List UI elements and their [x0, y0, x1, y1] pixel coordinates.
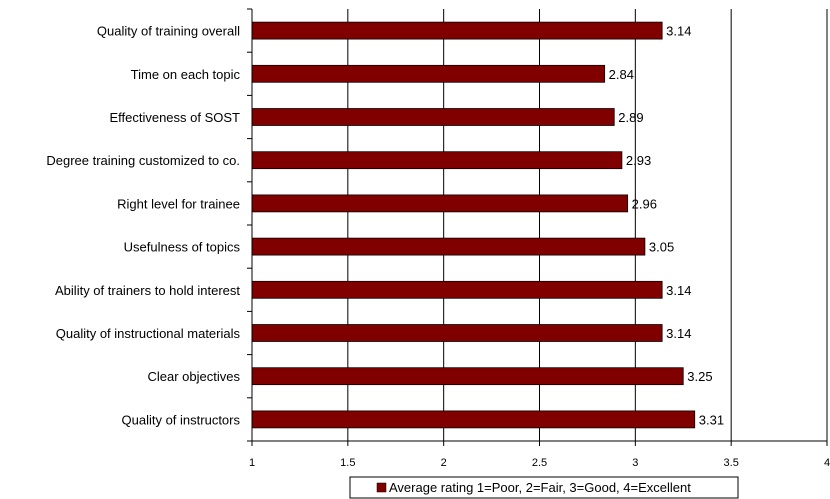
bar — [251, 194, 629, 213]
data-label: 3.14 — [666, 283, 691, 298]
category-label: Quality of instructional materials — [56, 326, 241, 341]
labels: 1 1.5 2 2.5 3 3.5 4 Quality of training overall… — [46, 24, 830, 469]
bar — [251, 64, 606, 83]
legend-swatch — [376, 482, 387, 493]
category-label: Clear objectives — [148, 369, 241, 384]
bars — [251, 21, 696, 429]
x-tick-label: 4 — [824, 457, 830, 469]
category-label: Time on each topic — [131, 67, 241, 82]
x-tick-label: 2.5 — [532, 457, 547, 469]
data-label: 2.93 — [626, 153, 651, 168]
category-label: Right level for trainee — [117, 196, 240, 211]
x-tick-label: 1.5 — [340, 457, 355, 469]
bar — [251, 151, 623, 170]
x-tick-label: 3.5 — [724, 457, 739, 469]
bar — [251, 324, 663, 342]
category-label: Ability of trainers to hold interest — [55, 283, 240, 298]
bar — [251, 108, 615, 126]
bar — [251, 280, 663, 299]
data-label: 2.96 — [632, 196, 657, 211]
bar — [251, 367, 684, 386]
category-label: Usefulness of topics — [124, 240, 241, 255]
bar — [251, 410, 696, 429]
x-tick-label: 2 — [441, 457, 447, 469]
x-tick-label: 1 — [249, 457, 255, 469]
axes — [247, 8, 828, 446]
category-label: Quality of training overall — [97, 24, 240, 39]
category-label: Degree training customized to co. — [46, 153, 240, 168]
legend-box — [349, 476, 739, 499]
x-tick-label: 3 — [632, 457, 638, 469]
data-label: 3.14 — [666, 326, 691, 341]
legend-label: Average rating 1=Poor, 2=Fair, 3=Good, 4… — [389, 480, 691, 495]
bar — [251, 237, 646, 256]
data-label: 3.31 — [699, 412, 724, 427]
data-label: 3.25 — [687, 369, 712, 384]
legend: Average rating 1=Poor, 2=Fair, 3=Good, 4… — [349, 476, 739, 499]
data-label: 3.14 — [666, 24, 691, 39]
data-label: 2.84 — [609, 67, 634, 82]
category-label: Effectiveness of SOST — [109, 110, 240, 125]
data-label: 2.89 — [618, 110, 643, 125]
data-label: 3.05 — [649, 240, 674, 255]
bar — [251, 21, 663, 40]
category-label: Quality of instructors — [122, 412, 241, 427]
